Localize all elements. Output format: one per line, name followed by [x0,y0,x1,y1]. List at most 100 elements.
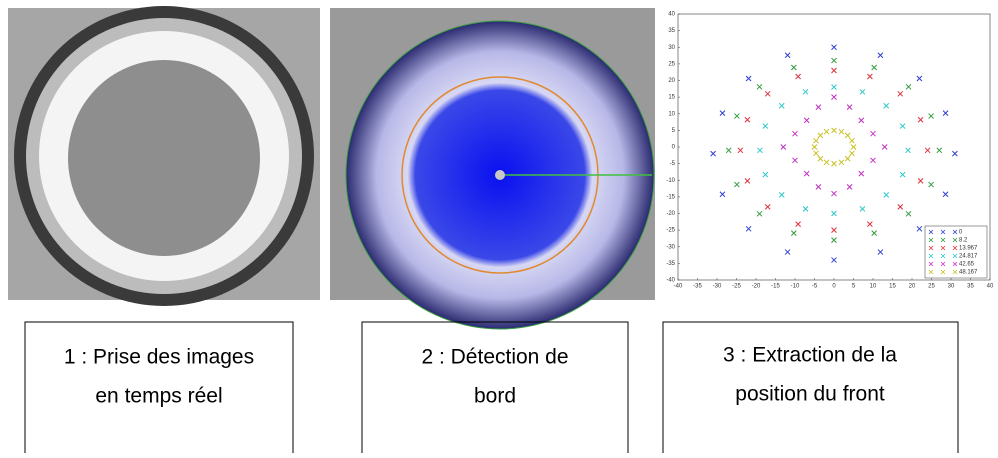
point [831,84,837,91]
point [756,83,763,90]
point [762,171,769,178]
legend-marker [928,261,934,267]
photo-2 [330,8,655,330]
x-tick-label: 15 [889,284,896,290]
captions: 1 : Prise des images en temps réel 2 : D… [24,321,959,453]
point [734,113,740,119]
point [802,205,809,212]
x-tick-label: -30 [713,284,722,290]
point [815,104,822,110]
point [764,90,771,97]
point [831,190,837,197]
point [823,128,830,135]
point [756,210,763,217]
point [831,44,837,51]
y-tick-label: 5 [672,128,676,134]
point [831,160,837,167]
point [849,137,855,144]
x-tick-label: 5 [852,284,856,290]
point [795,73,801,80]
point [877,52,884,59]
caption-line: en temps réel [95,385,222,408]
legend-marker [928,269,934,275]
point [778,192,785,198]
x-tick-label: -15 [771,284,780,290]
caption-line: 2 : Détection de [421,346,568,369]
point [780,144,787,150]
legend-label: 0 [959,230,963,236]
point [803,117,810,124]
point [831,127,837,134]
y-tick-label: -10 [666,178,675,184]
y-tick-label: -30 [666,244,675,250]
point [817,132,824,139]
point [831,210,837,217]
point [936,147,943,154]
point [844,132,851,139]
legend-label: 48.167 [959,270,978,276]
point [762,123,769,129]
point [813,150,819,157]
point [710,150,716,157]
point [870,157,876,164]
point [744,116,751,123]
point [928,113,934,119]
point [952,150,958,157]
legend-label: 42.65 [959,262,975,268]
point [871,64,878,71]
point [823,159,830,166]
x-tick-label: -5 [812,284,818,290]
legend-marker [952,237,958,243]
point [917,116,924,123]
x-tick-label: 0 [832,284,836,290]
point [858,170,865,177]
point [764,203,771,210]
legend-marker [952,245,958,251]
point [792,157,798,164]
point [734,181,740,188]
legend-marker [940,229,946,235]
point [877,249,884,255]
point [905,147,911,154]
x-tick-label: -20 [752,284,761,290]
y-tick-label: 0 [672,145,676,151]
point [838,128,845,135]
y-tick-label: -25 [666,228,675,234]
y-tick-label: 35 [668,28,675,34]
point [871,230,878,236]
point [831,57,837,64]
point [790,230,797,236]
legend-marker [952,261,958,267]
legend-box [924,225,988,279]
point [897,203,904,210]
point [916,75,923,82]
point [811,144,818,150]
point [719,191,726,198]
legend-marker [952,269,958,275]
y-tick-label: -40 [666,278,675,284]
point [813,137,819,144]
point [719,110,726,116]
point [831,94,837,100]
y-tick-label: -20 [666,211,675,217]
x-tick-label: -25 [732,284,741,290]
legend-marker [952,253,958,259]
point [795,221,801,227]
caption-line: 1 : Prise des images [64,346,254,369]
point [850,144,857,150]
point [792,130,798,137]
y-tick-label: 30 [668,45,675,51]
point [924,147,931,154]
y-tick-label: -15 [666,194,675,200]
point [745,75,752,82]
point [928,181,934,188]
legend-label: 13.967 [959,246,978,252]
point [917,178,924,184]
x-tick-label: 30 [948,284,955,290]
point [803,170,810,177]
point [757,147,763,154]
point [942,191,949,198]
point [883,192,890,198]
point [790,64,797,71]
